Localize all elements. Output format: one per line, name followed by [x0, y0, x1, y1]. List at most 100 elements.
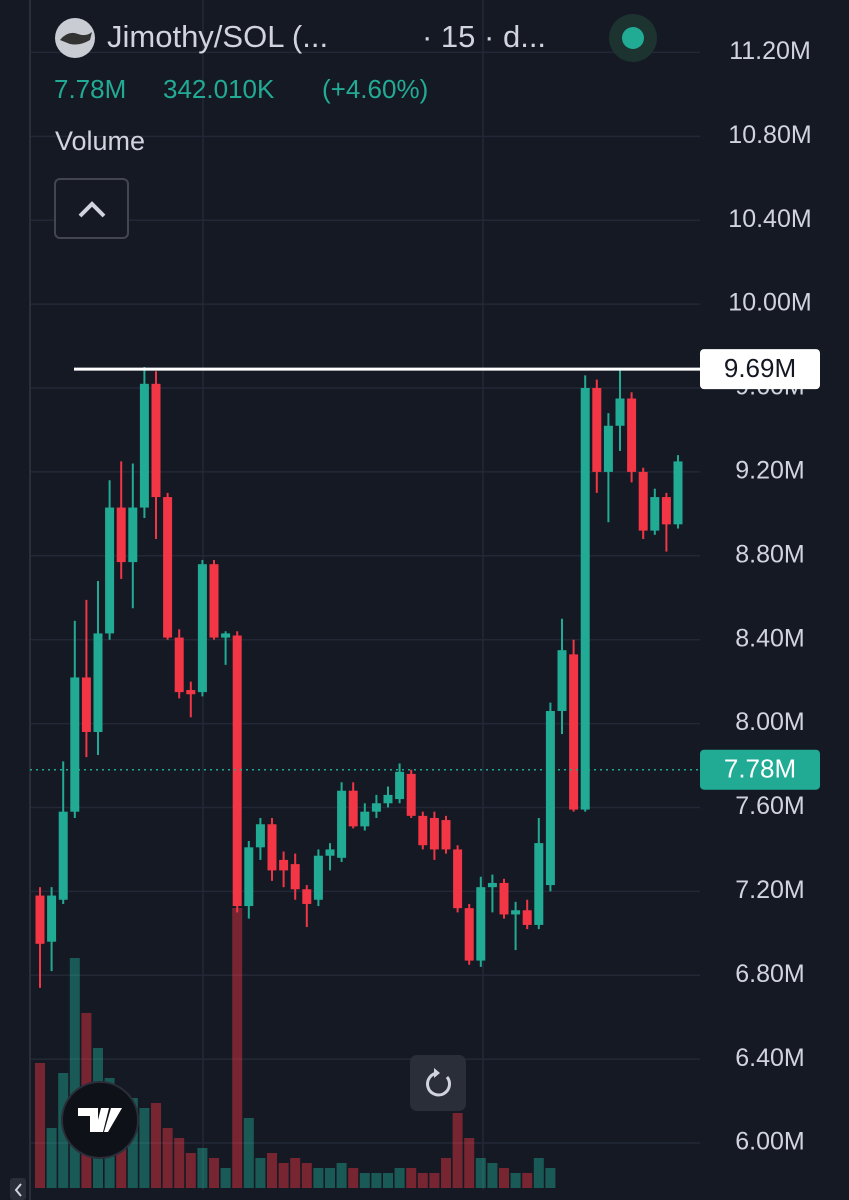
volume-bar: [417, 1173, 428, 1188]
candle-body: [337, 790, 347, 858]
volume-bar: [545, 1168, 556, 1188]
change: 342.010K: [163, 74, 275, 104]
candle-body: [476, 887, 486, 961]
candle-body: [128, 507, 138, 563]
volume-bar: [255, 1158, 266, 1188]
candle-body: [627, 398, 637, 472]
y-tick-label: 6.00M: [735, 1128, 804, 1156]
candle-body: [163, 497, 173, 638]
volume-bar: [452, 1113, 463, 1188]
candle-body: [267, 824, 277, 871]
candle-body: [105, 507, 115, 634]
volume-bar: [475, 1158, 486, 1188]
candle-body: [47, 895, 57, 942]
y-tick-label: 6.80M: [735, 960, 804, 988]
candle-body: [313, 855, 323, 900]
candle-body: [395, 771, 405, 800]
y-tick-label: 10.00M: [728, 289, 811, 317]
candle-body: [499, 882, 509, 915]
grid: [30, 51, 700, 1144]
candle-body: [348, 790, 358, 827]
volume-bar: [232, 908, 243, 1188]
candle-body: [638, 471, 648, 531]
candle-body: [221, 633, 231, 638]
candle-body: [81, 677, 91, 732]
volume-bar: [151, 1103, 161, 1188]
volume-bar: [533, 1158, 544, 1188]
last-price: 7.78M: [54, 74, 126, 104]
volume-bar: [371, 1173, 382, 1188]
candle-body: [279, 859, 289, 871]
logo: [78, 1108, 122, 1132]
volume-bar: [441, 1158, 451, 1188]
candle-body: [290, 864, 300, 890]
candle-body: [661, 497, 671, 525]
volume-bar: [383, 1173, 393, 1188]
volume-bar: [510, 1173, 521, 1188]
volume-bar: [348, 1168, 359, 1188]
volume-bar: [162, 1128, 173, 1188]
candle-body: [325, 849, 335, 856]
symbol-icon-art: [60, 32, 92, 45]
volume-bar: [209, 1158, 219, 1188]
volume-bar: [487, 1163, 498, 1188]
candle-body: [186, 690, 196, 695]
volume-bar: [359, 1173, 370, 1188]
candle-body: [151, 383, 161, 498]
candle-body: [511, 910, 521, 915]
volume-bar: [499, 1168, 509, 1188]
candle-body: [545, 711, 555, 886]
candle-body: [464, 908, 474, 961]
candle-body: [35, 895, 45, 944]
chevron-icon: [78, 201, 106, 218]
y-tick-label: 8.40M: [735, 624, 804, 652]
candle-body: [557, 650, 567, 711]
volume-bar: [267, 1153, 277, 1188]
candle-body: [255, 824, 265, 848]
collapse-button[interactable]: [54, 178, 129, 239]
candle-body: [441, 820, 451, 850]
volume-bar: [406, 1168, 417, 1188]
candle-body: [70, 677, 80, 812]
volume-bar: [464, 1138, 475, 1188]
candle-body: [603, 425, 613, 472]
symbol-title[interactable]: Jimothy/SOL (...: [107, 19, 328, 54]
candle-body: [197, 564, 207, 693]
hline-label: 9.69M: [724, 353, 796, 383]
candle-body: [383, 794, 393, 804]
candle-body: [406, 773, 416, 816]
volume-bar: [174, 1138, 185, 1188]
volume-bar: [139, 1108, 150, 1188]
candles: [35, 367, 683, 988]
candle-body: [302, 889, 312, 904]
candle-body: [487, 882, 497, 888]
candle-body: [418, 815, 428, 846]
interval: · 15 · d...: [422, 19, 546, 54]
candle-body: [371, 803, 381, 812]
candle-body: [58, 811, 68, 900]
y-tick-label: 7.20M: [735, 876, 804, 904]
candle-body: [232, 635, 242, 907]
volume-bar: [197, 1148, 208, 1188]
volume-pane: [35, 908, 556, 1188]
volume-bar: [278, 1163, 289, 1188]
candle-body: [592, 388, 602, 472]
hline-badge: [700, 349, 820, 390]
volume-bar: [313, 1168, 324, 1188]
candle-body: [580, 388, 590, 810]
y-tick-label: 8.80M: [735, 540, 804, 568]
candle-body: [453, 849, 463, 909]
reset-button[interactable]: [410, 1055, 466, 1111]
volume-bar: [220, 1168, 231, 1188]
volume-bar: [127, 1098, 138, 1188]
last-price-label: 7.78M: [724, 754, 796, 784]
candle-body: [116, 507, 126, 563]
y-tick-label: 8.00M: [735, 708, 804, 736]
candle-body: [174, 637, 184, 693]
y-tick-label: 6.40M: [735, 1044, 804, 1072]
volume-bar: [394, 1168, 405, 1188]
candle-body: [244, 847, 254, 907]
volume-bar: [522, 1173, 533, 1188]
